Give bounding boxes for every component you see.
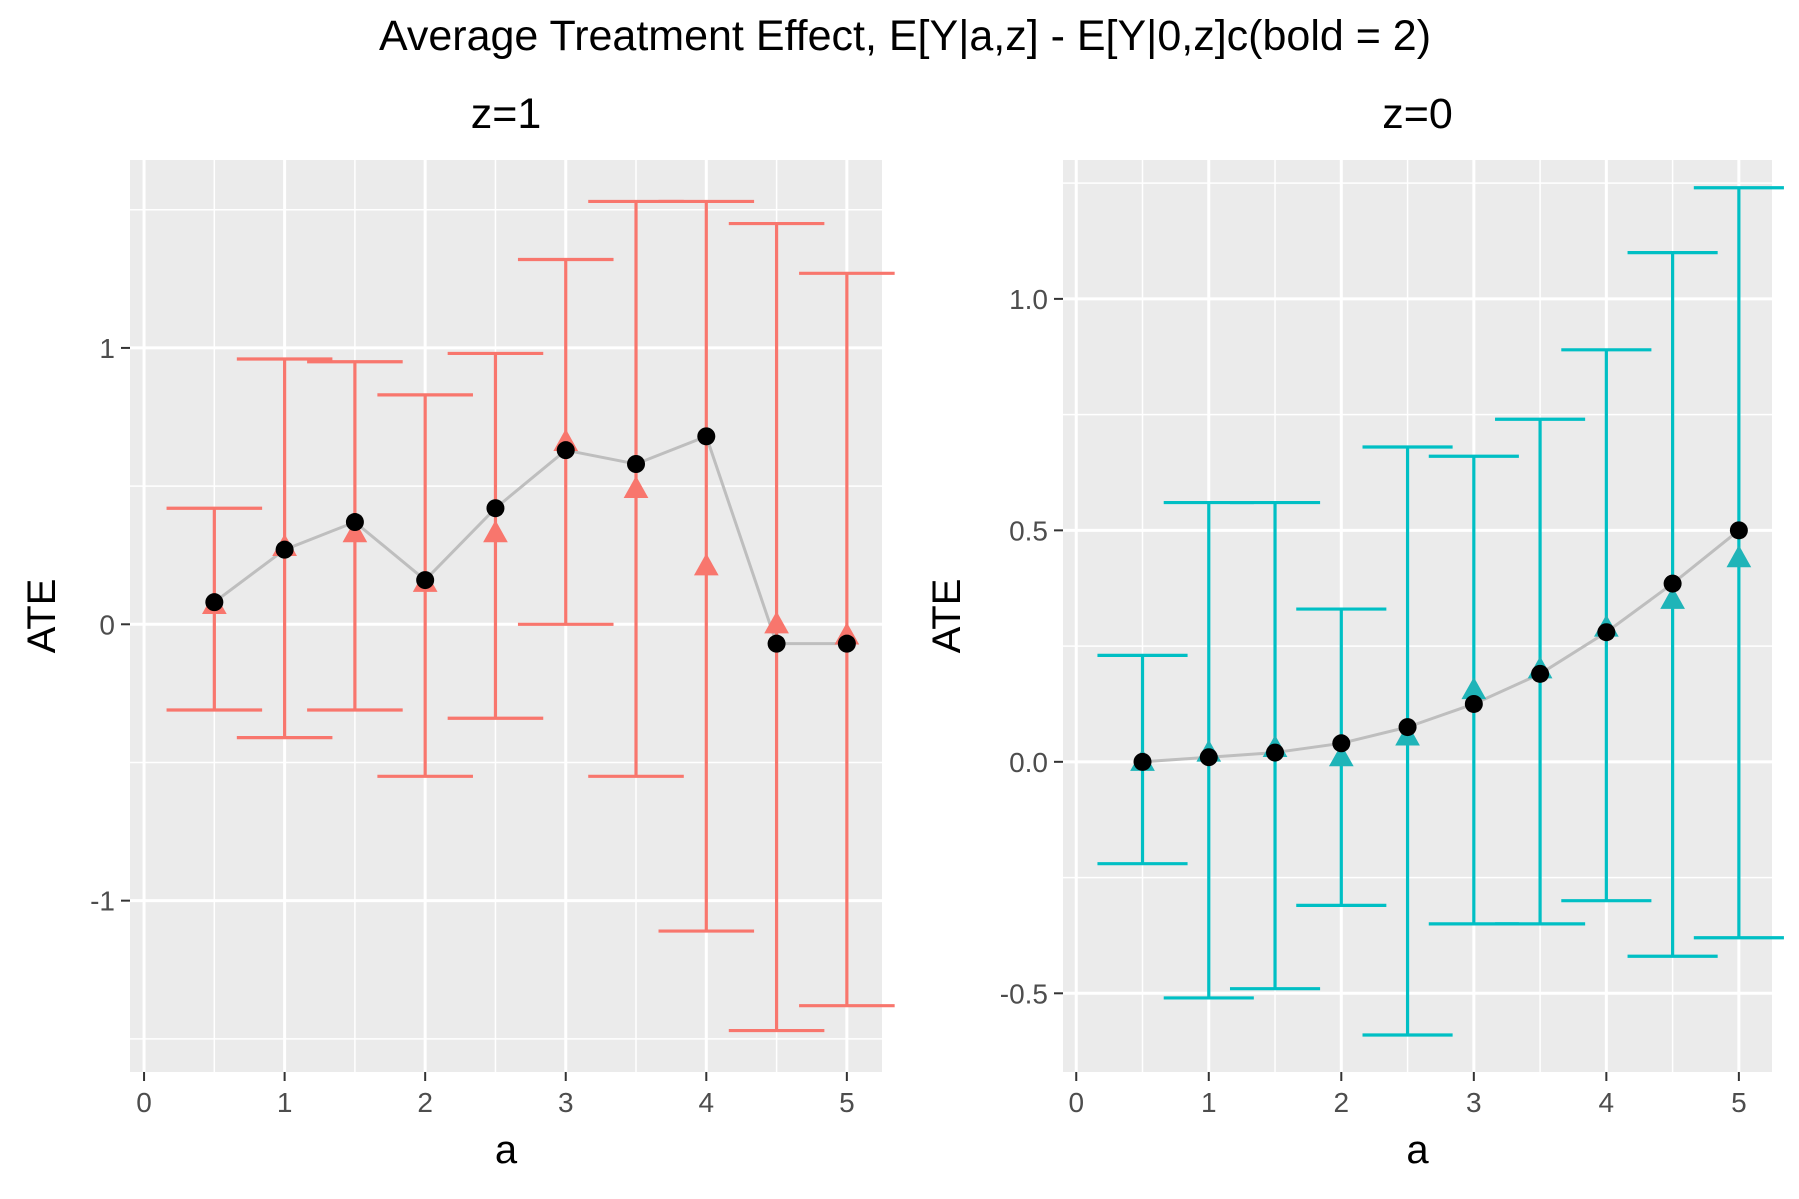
panel-2: 0 1 2 3 4 5 -0.5 0.0 0.5 1.0 z=0 a ATE xyxy=(925,90,1784,1172)
circle-point xyxy=(627,455,646,473)
panel-background xyxy=(1063,160,1772,1072)
x-tick-label: 4 xyxy=(1599,1087,1615,1118)
y-tick-label: 0.5 xyxy=(1009,515,1048,546)
triangle-point xyxy=(693,553,719,576)
x-tick-label: 0 xyxy=(1068,1087,1084,1118)
triangle-point xyxy=(1660,586,1685,609)
y-tick-label: 1 xyxy=(99,333,115,364)
x-axis-title: a xyxy=(495,1128,518,1172)
circle-point xyxy=(486,499,505,518)
y-tick-label: 1.0 xyxy=(1009,284,1048,315)
circle-point xyxy=(1398,718,1417,737)
x-axis-title: a xyxy=(1406,1128,1429,1172)
triangle-point xyxy=(623,475,649,498)
y-tick-label: -0.5 xyxy=(1000,978,1048,1009)
x-tick-label: 3 xyxy=(1466,1087,1482,1118)
circle-point xyxy=(1597,623,1616,642)
circle-point xyxy=(275,540,294,559)
x-tick-label: 2 xyxy=(417,1087,433,1118)
circle-point xyxy=(1663,574,1682,593)
y-axis-title: ATE xyxy=(20,579,64,654)
x-tick-label: 5 xyxy=(1731,1087,1747,1118)
triangle-point xyxy=(1726,545,1752,568)
series-line xyxy=(213,434,847,646)
y-tick-label: 0.0 xyxy=(1009,747,1048,778)
y-tick-label: 0 xyxy=(99,609,115,640)
figure-title: Average Treatment Effect, E[Y|a,z] - E[Y… xyxy=(379,12,1431,60)
panel-title: z=1 xyxy=(471,90,542,138)
circle-point xyxy=(697,427,716,446)
panel-background xyxy=(130,160,882,1072)
circle-point xyxy=(1531,664,1550,683)
x-tick-label: 1 xyxy=(277,1087,293,1118)
circle-point xyxy=(556,441,575,460)
circle-point xyxy=(767,634,786,653)
x-tick-label: 5 xyxy=(839,1087,855,1118)
x-tick-label: 0 xyxy=(136,1087,152,1118)
x-tick-label: 3 xyxy=(558,1087,574,1118)
triangle-point xyxy=(483,520,508,543)
series-line xyxy=(1142,529,1740,764)
circle-point xyxy=(1199,748,1218,767)
circle-point xyxy=(1133,752,1152,771)
triangle-point xyxy=(342,520,368,543)
x-tick-label: 4 xyxy=(699,1087,715,1118)
panel-title: z=0 xyxy=(1382,90,1453,138)
circle-point xyxy=(1729,521,1748,540)
triangle-point xyxy=(764,611,789,634)
circle-point xyxy=(345,513,364,532)
circle-point xyxy=(1266,743,1285,762)
x-tick-label: 1 xyxy=(1201,1087,1217,1118)
y-axis-title: ATE xyxy=(925,579,969,654)
triangle-point xyxy=(1328,744,1354,767)
triangle-point xyxy=(1461,677,1487,700)
panels: 0 1 2 3 4 5 -1 0 1 z=1 a ATE 0 1 2 3 4 5 -0.5 0.0 0.5 1.0 z=0 a… xyxy=(20,90,1784,1172)
y-tick-label: -1 xyxy=(90,886,115,917)
circle-point xyxy=(1464,694,1483,713)
circle-point xyxy=(205,593,224,612)
panel-1: 0 1 2 3 4 5 -1 0 1 z=1 a ATE xyxy=(20,90,895,1172)
x-tick-label: 2 xyxy=(1334,1087,1350,1118)
circle-point xyxy=(1332,734,1351,753)
circle-point xyxy=(837,634,856,653)
circle-point xyxy=(416,571,435,590)
